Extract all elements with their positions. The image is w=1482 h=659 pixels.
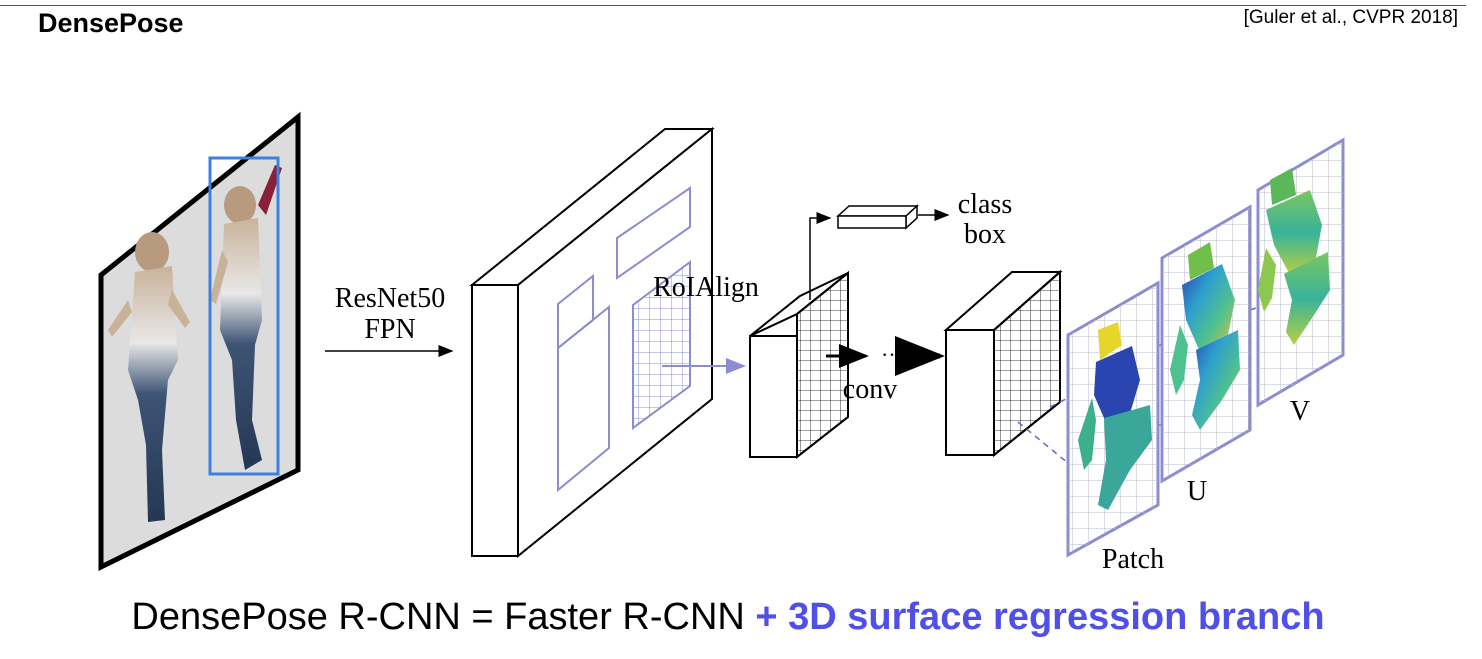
conv-ellipsis: ··· xyxy=(881,342,903,367)
roi-region-2 xyxy=(557,304,610,493)
roi-feature-block xyxy=(749,270,849,460)
class-box-head xyxy=(809,204,950,300)
v-output-panel xyxy=(1256,137,1345,408)
slide-title: DensePose xyxy=(38,8,184,38)
caption-main: DensePose R-CNN = Faster R-CNN xyxy=(131,596,756,638)
detection-box xyxy=(208,156,280,476)
patch-output-panel xyxy=(1066,280,1160,558)
u-output-panel xyxy=(1160,204,1252,484)
roi-grid-region xyxy=(632,259,691,430)
feature-map-block xyxy=(469,126,715,559)
output-label-patch: Patch xyxy=(1102,544,1164,575)
person-left-figure xyxy=(108,232,190,522)
roi-align-label: RoIAlign xyxy=(653,272,759,303)
caption-highlight: + 3D surface regression branch xyxy=(755,596,1325,638)
output-label-v: V xyxy=(1290,396,1310,427)
input-image xyxy=(98,111,301,572)
head-output-class: class xyxy=(958,189,1012,220)
citation: [Guler et al., CVPR 2018] xyxy=(1243,7,1458,28)
person-right-figure xyxy=(210,165,282,470)
head-output-box: box xyxy=(964,219,1006,250)
caption: DensePose R-CNN = Faster R-CNN + 3D surf… xyxy=(0,596,1456,639)
top-rule xyxy=(0,5,1466,6)
output-label-u: U xyxy=(1187,476,1207,507)
dense-head-block xyxy=(943,269,1063,458)
backbone-label-line2: FPN xyxy=(364,314,415,345)
conv-label: conv xyxy=(843,374,897,405)
backbone-label-line1: ResNet50 xyxy=(335,283,445,314)
roi-region-3 xyxy=(616,186,691,280)
